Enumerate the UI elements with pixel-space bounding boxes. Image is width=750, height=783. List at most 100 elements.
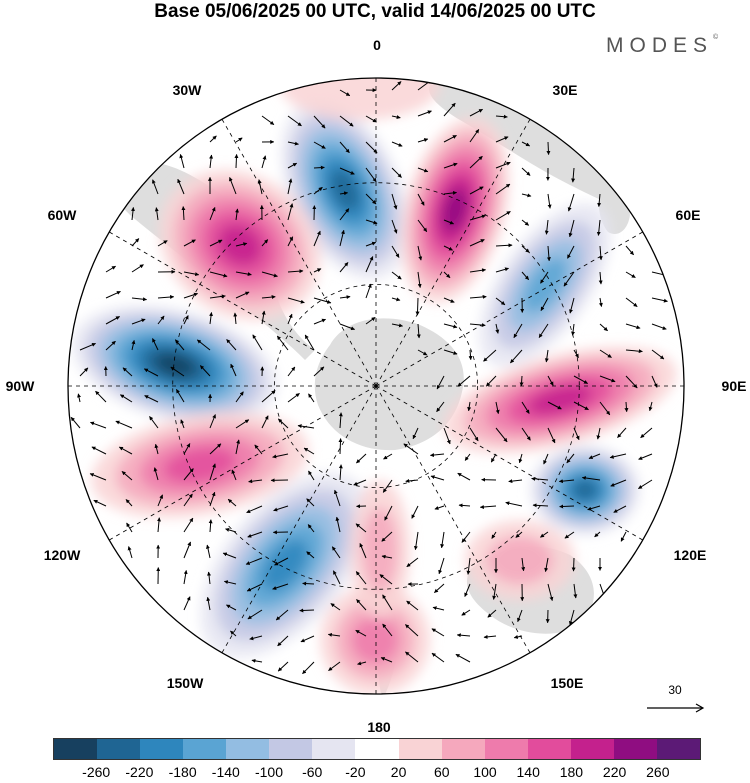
wind-vector xyxy=(415,297,420,316)
wind-vector xyxy=(330,603,341,611)
wind-vector xyxy=(300,635,315,643)
wind-vector xyxy=(599,323,608,332)
wind-vector xyxy=(152,179,159,195)
wind-vector xyxy=(599,349,612,358)
colorbar-tick-label: -140 xyxy=(211,764,240,780)
wind-vector xyxy=(457,472,471,481)
wind-vector xyxy=(209,491,216,507)
wind-vector xyxy=(588,453,601,459)
colorbar-segment xyxy=(570,739,614,759)
wind-vectors xyxy=(70,79,669,675)
wind-vector xyxy=(119,394,133,403)
wind-vector xyxy=(405,478,419,483)
wind-vector xyxy=(495,323,500,334)
wind-vector xyxy=(566,453,575,464)
lon-label-30e: 30E xyxy=(552,82,578,98)
wind-vector xyxy=(206,544,211,559)
wind-vector xyxy=(483,634,497,639)
colorbar-tick-label: 220 xyxy=(602,764,627,780)
vector-scale-arrow xyxy=(647,703,705,713)
wind-vector xyxy=(127,546,133,559)
wind-vector xyxy=(391,219,398,234)
wind-vector xyxy=(209,239,223,247)
wind-vector xyxy=(417,138,429,143)
wind-vector xyxy=(517,609,523,623)
wind-vector xyxy=(261,271,278,278)
wind-vector xyxy=(273,505,289,512)
wind-vector xyxy=(365,193,377,205)
colorbar-segment xyxy=(140,739,184,759)
wind-vector xyxy=(157,494,164,507)
wind-vector xyxy=(79,367,89,377)
wind-vector xyxy=(183,570,188,585)
wind-vector xyxy=(479,505,497,509)
meridian-line xyxy=(375,119,531,387)
colorbar-segment xyxy=(312,739,356,759)
wind-vector xyxy=(495,210,511,221)
wind-vector xyxy=(495,427,508,443)
wind-vector xyxy=(417,271,422,288)
wind-vector xyxy=(431,652,445,663)
wind-vector xyxy=(356,453,367,464)
wind-vector xyxy=(335,516,341,533)
wind-vector xyxy=(508,479,523,484)
wind-vector xyxy=(515,531,523,538)
wind-vector xyxy=(456,633,471,638)
wind-vector xyxy=(275,609,289,621)
wind-vector xyxy=(547,583,554,601)
wind-vector xyxy=(196,339,211,351)
colorbar-segment xyxy=(441,739,485,759)
wind-vector xyxy=(436,401,445,413)
wind-vector xyxy=(469,155,483,169)
wind-vector xyxy=(573,375,588,384)
lon-label-60w: 60W xyxy=(47,207,77,223)
wind-vector xyxy=(521,557,526,572)
wind-vector xyxy=(417,219,428,233)
wind-vector xyxy=(568,219,575,238)
wind-vector xyxy=(469,186,484,195)
wind-vector xyxy=(303,447,315,455)
negative-anomaly-contour xyxy=(262,539,308,591)
wind-vector xyxy=(179,154,185,169)
wind-vector xyxy=(77,393,81,403)
colorbar-segment xyxy=(398,739,442,759)
colorbar-tick-label: 260 xyxy=(646,764,670,780)
colorbar-segment xyxy=(656,739,700,759)
wind-vector xyxy=(485,375,497,387)
wind-vector xyxy=(209,135,217,143)
colorbar-tick-label: 20 xyxy=(390,764,407,780)
map-border xyxy=(67,77,685,695)
wind-vector xyxy=(599,375,616,383)
wind-vector xyxy=(455,653,471,663)
wind-vector xyxy=(261,390,276,403)
wind-vector xyxy=(287,236,294,247)
wind-vector xyxy=(469,108,483,117)
wind-vector xyxy=(625,323,641,330)
wind-vector xyxy=(547,375,554,386)
map-title: Base 05/06/2025 00 UTC, valid 14/06/2025… xyxy=(154,1,596,22)
wind-vector xyxy=(469,214,486,221)
wind-vector xyxy=(383,453,393,460)
wind-vector xyxy=(571,323,576,336)
wind-vector xyxy=(261,115,275,126)
colorbar-tick-label: 140 xyxy=(516,764,540,780)
wind-vector xyxy=(573,349,579,358)
wind-vector xyxy=(379,574,393,585)
wind-vector xyxy=(209,463,216,481)
wind-vector xyxy=(411,505,419,519)
colorbar-tick-label: -220 xyxy=(125,764,154,780)
wind-vector xyxy=(122,367,133,377)
wind-vector xyxy=(596,427,601,440)
meridian-line xyxy=(375,385,643,541)
wind-vector xyxy=(287,297,305,304)
wind-vector xyxy=(174,339,185,351)
wind-vector xyxy=(287,203,294,221)
wind-vector xyxy=(79,342,96,351)
wind-vector xyxy=(391,245,400,258)
wind-vector xyxy=(544,349,549,363)
wind-vector xyxy=(469,129,480,143)
wind-vector xyxy=(547,193,552,209)
wind-vector xyxy=(229,177,237,195)
wind-vector xyxy=(183,493,193,507)
negative-anomaly-contour xyxy=(572,479,598,501)
